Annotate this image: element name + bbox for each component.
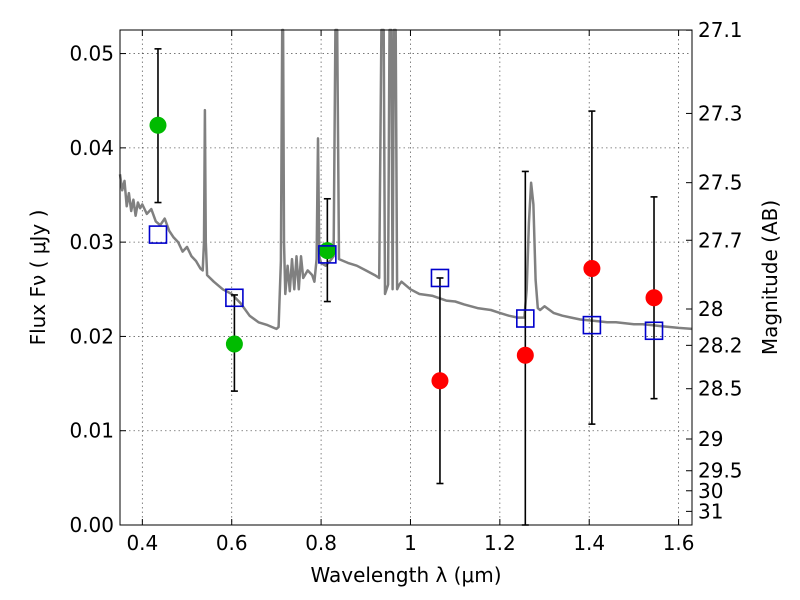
y-tick-label: 0.05 — [69, 42, 114, 66]
model-photometry-square — [148, 225, 168, 244]
model-sed-line — [118, 28, 693, 331]
plot-frame — [119, 29, 693, 526]
data-point-layer — [148, 116, 664, 390]
right-tick-label: 30 — [698, 479, 723, 503]
observed-detections-point — [318, 242, 336, 260]
model-photometry-square — [582, 315, 602, 335]
model-photometry-square — [516, 309, 535, 328]
y-tick-label: 0.04 — [69, 136, 114, 160]
observed-low-sn-point — [431, 372, 449, 390]
right-axis-label: Magnitude (AB) — [758, 200, 782, 355]
observed-low-sn-point — [583, 260, 601, 278]
x-tick-label: 1.2 — [484, 531, 516, 555]
right-tick-label: 29 — [698, 427, 723, 451]
y-tick-label: 0.03 — [69, 230, 114, 254]
observed-low-sn-point — [645, 289, 663, 307]
x-tick-label: 1.4 — [573, 531, 605, 555]
right-tick-label: 27.1 — [698, 18, 743, 42]
right-tick-label: 28 — [698, 297, 723, 321]
x-tick-label: 0.4 — [126, 531, 158, 555]
right-tick-label: 28.2 — [698, 333, 743, 357]
right-tick-label: 27.5 — [698, 171, 743, 195]
right-tick-label: 27.3 — [698, 101, 743, 125]
grid — [120, 30, 692, 526]
x-tick-label: 0.8 — [305, 531, 337, 555]
y-tick-label: 0.01 — [69, 419, 114, 443]
x-tick-label: 1.6 — [663, 531, 695, 555]
right-tick-label: 28.5 — [698, 377, 743, 401]
model-photometry-square — [644, 321, 664, 341]
right-tick-label: 31 — [698, 499, 723, 523]
right-tick-label: 29.5 — [698, 459, 743, 483]
observed-detections-point — [149, 116, 167, 134]
model-photometry-square — [225, 288, 244, 308]
y-tick-label: 0.00 — [69, 513, 114, 537]
x-tick-label: 0.6 — [216, 531, 248, 555]
tick-layer: 0.4 0.6 0.8 1 1.2 1.4 1.6 0.00 0.01 0.02 0.03 0.04 0… — [69, 18, 742, 555]
y-tick-label: 0.02 — [69, 324, 114, 348]
right-tick-label: 27.7 — [698, 228, 743, 252]
observed-low-sn-point — [516, 346, 534, 364]
y-axis-label: Flux Fν ( μJy ) — [26, 210, 50, 346]
model-photometry-square — [318, 245, 337, 264]
model-sed-layer — [118, 28, 693, 331]
x-tick-label: 1 — [404, 531, 417, 555]
observed-detections-point — [225, 335, 243, 353]
model-photometry-square — [430, 268, 450, 288]
x-axis-label: Wavelength λ (μm) — [310, 563, 501, 587]
